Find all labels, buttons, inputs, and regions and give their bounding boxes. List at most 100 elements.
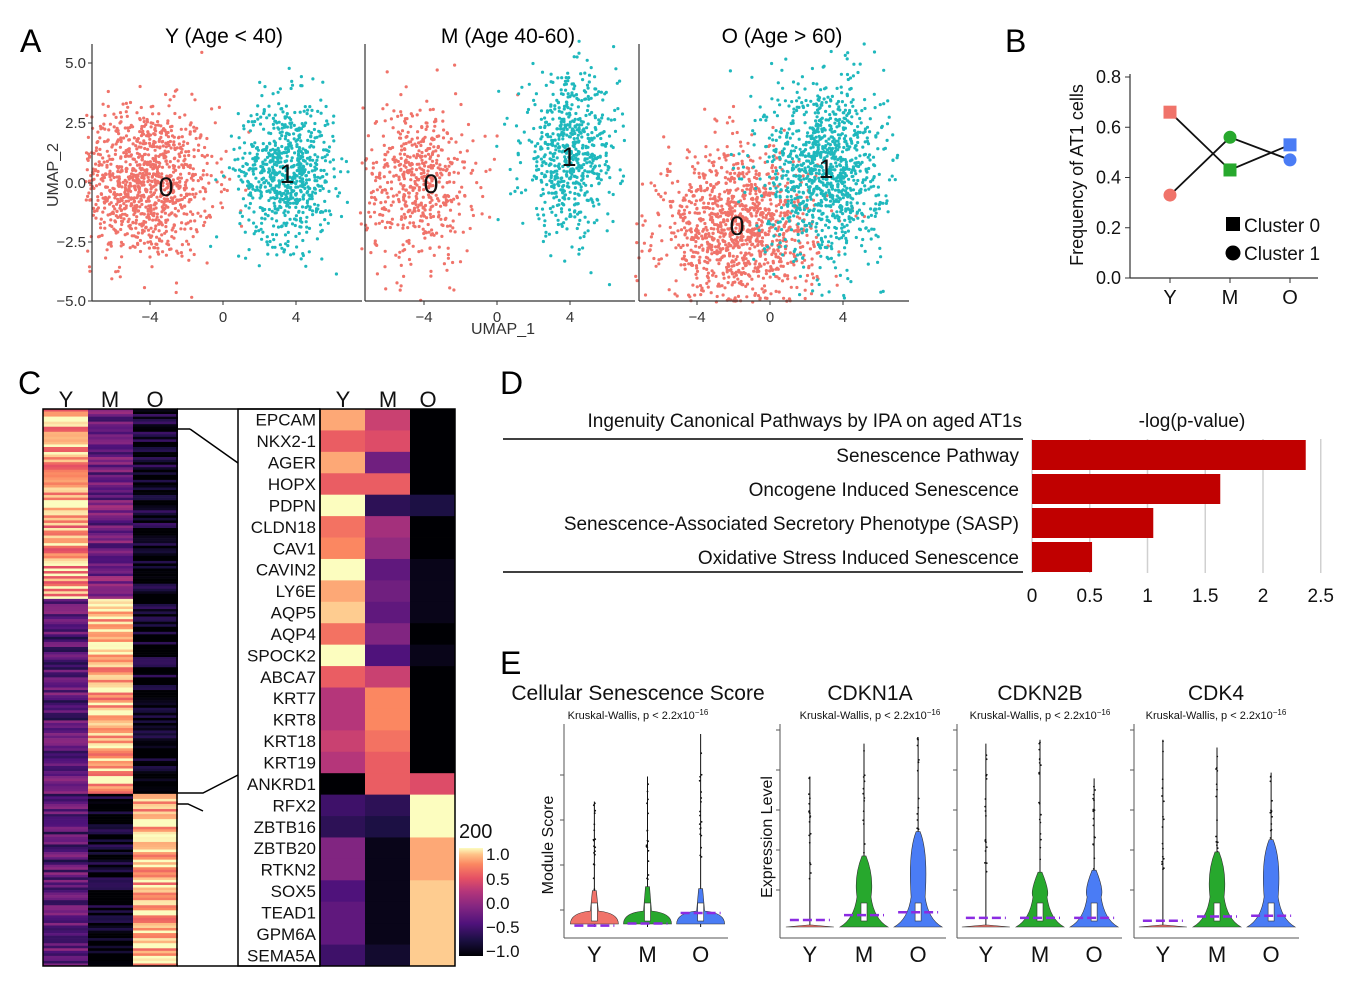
- umap-point: [820, 243, 824, 247]
- umap-point: [862, 202, 866, 206]
- umap-point: [149, 204, 153, 208]
- umap-point: [439, 148, 443, 152]
- umap-point: [118, 193, 122, 197]
- umap-point: [465, 249, 469, 253]
- umap-point: [846, 51, 850, 55]
- umap-point: [438, 176, 442, 180]
- umap-point: [745, 242, 749, 246]
- umap-point: [123, 154, 127, 159]
- umap-point: [721, 247, 725, 251]
- umap-point: [556, 133, 560, 137]
- umap-point: [585, 83, 590, 87]
- umap-point: [427, 165, 431, 169]
- umap-point: [368, 201, 372, 205]
- umap-point: [143, 168, 147, 172]
- umap-point: [568, 214, 572, 219]
- umap-point: [297, 136, 301, 140]
- umap-point: [316, 207, 320, 211]
- umap-point: [751, 201, 755, 205]
- umap-point: [300, 155, 304, 159]
- umap-point: [294, 234, 298, 238]
- umap-point: [415, 144, 419, 149]
- umap-point: [583, 231, 587, 235]
- umap-point: [564, 88, 568, 92]
- umap-point: [768, 226, 772, 230]
- umap-point: [497, 89, 501, 93]
- umap-point: [576, 105, 581, 109]
- umap-point: [783, 245, 787, 249]
- umap-point: [830, 241, 834, 245]
- umap-point: [718, 247, 722, 251]
- umap-point: [128, 174, 132, 179]
- umap-point: [407, 238, 411, 243]
- umap-point: [404, 204, 408, 208]
- umap-point: [109, 201, 113, 205]
- umap-point: [721, 271, 725, 275]
- umap-point: [265, 116, 269, 120]
- umap-point: [677, 209, 681, 213]
- umap-point: [774, 129, 778, 133]
- umap-point: [801, 191, 806, 195]
- umap-point: [105, 248, 109, 252]
- umap-point: [164, 92, 168, 97]
- umap-point: [160, 165, 165, 169]
- umap-point: [283, 137, 287, 141]
- umap-point: [124, 199, 128, 203]
- umap-point: [505, 116, 509, 120]
- umap-point: [829, 135, 833, 139]
- umap-point: [299, 75, 303, 79]
- umap-point: [98, 153, 102, 157]
- umap-point: [613, 129, 618, 133]
- umap-point: [312, 127, 316, 132]
- umap-point: [705, 267, 709, 271]
- umap-point: [310, 209, 315, 213]
- umap-point: [242, 170, 246, 174]
- umap-point: [693, 293, 697, 297]
- umap-point: [403, 152, 407, 156]
- umap-point: [285, 131, 289, 135]
- umap-point: [292, 123, 296, 127]
- umap-point: [694, 240, 698, 244]
- umap-point: [770, 97, 774, 101]
- umap-point: [109, 242, 113, 246]
- umap-point: [164, 145, 168, 149]
- umap-point: [104, 199, 108, 203]
- umap-point: [869, 213, 874, 217]
- umap-point: [208, 215, 212, 219]
- umap-point: [361, 106, 365, 110]
- umap-point: [253, 141, 257, 145]
- umap-point: [750, 133, 754, 137]
- umap-point: [756, 209, 760, 213]
- umap-point: [797, 137, 801, 141]
- umap-point: [375, 272, 379, 276]
- umap-point: [695, 235, 699, 239]
- umap-point: [159, 124, 163, 128]
- umap-point: [662, 135, 666, 139]
- umap-point: [137, 200, 141, 204]
- umap-point: [777, 225, 781, 229]
- umap-point: [191, 178, 195, 182]
- umap-point: [397, 178, 401, 182]
- umap-point: [586, 94, 590, 99]
- umap-point: [536, 213, 540, 217]
- umap-point: [417, 224, 421, 229]
- umap-point: [721, 254, 725, 258]
- umap-point: [183, 183, 187, 187]
- umap-point: [167, 213, 171, 217]
- umap-point: [142, 212, 146, 216]
- umap-point: [451, 260, 455, 265]
- umap-point: [826, 95, 830, 99]
- umap-point: [411, 244, 415, 248]
- umap-point: [538, 125, 542, 129]
- umap-point: [118, 111, 123, 115]
- umap-point: [863, 152, 868, 156]
- umap-point: [816, 130, 820, 134]
- umap-point: [282, 151, 286, 155]
- umap-point: [388, 170, 392, 174]
- umap-point: [780, 279, 785, 283]
- umap-point: [309, 114, 313, 118]
- umap-point: [797, 190, 801, 194]
- umap-point: [863, 184, 867, 188]
- umap-point: [313, 191, 318, 195]
- umap-point: [402, 195, 406, 199]
